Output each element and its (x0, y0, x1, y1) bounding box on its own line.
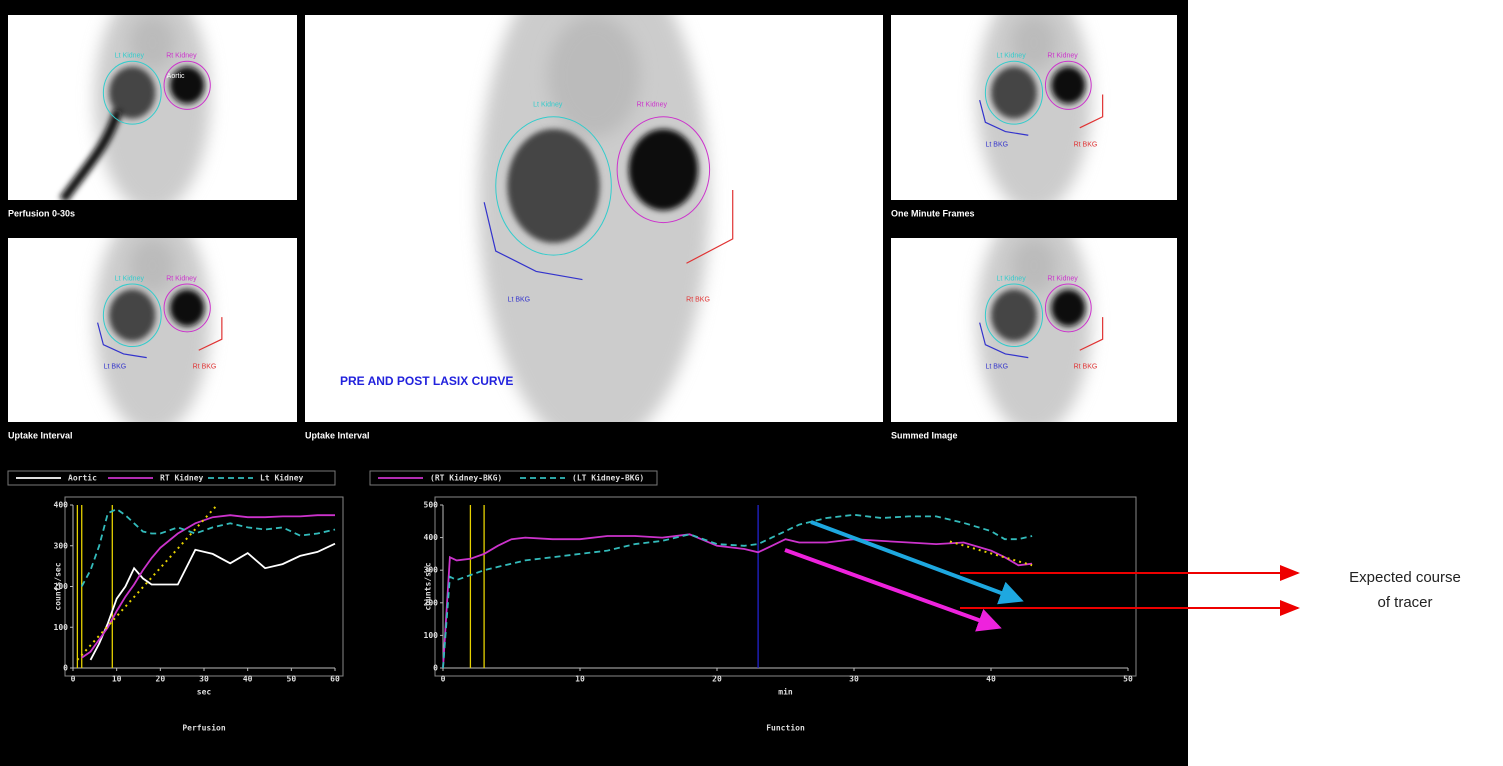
roi-label: Rt BKG (193, 364, 217, 371)
y-tick-label: 0 (63, 664, 68, 673)
roi-label: Lt BKG (508, 297, 531, 304)
x-tick-label: 20 (712, 675, 722, 684)
y-tick-label: 100 (54, 623, 69, 632)
roi-label: Rt BKG (686, 297, 710, 304)
chart-title: Function (766, 723, 805, 733)
x-tick-label: 60 (330, 675, 340, 684)
body-blob (548, 15, 640, 137)
roi-label: Lt BKG (986, 364, 1009, 371)
image-panel: Lt Kidney Rt Kidney Lt BKG Rt BKG PRE AND PO… (305, 0, 883, 450)
y-tick-label: 0 (433, 664, 438, 673)
x-tick-label: 50 (287, 675, 297, 684)
panel-caption: One Minute Frames (891, 208, 975, 218)
kidney-blob (507, 129, 599, 243)
roi-label: Lt Kidney (997, 275, 1027, 282)
x-tick-label: 40 (243, 675, 253, 684)
roi-label: Lt Kidney (997, 53, 1027, 60)
legend-label: (LT Kidney-BKG) (572, 473, 644, 483)
y-tick-label: 500 (424, 501, 439, 510)
y-axis-label: counts/sec (424, 562, 433, 610)
image-panel: Lt Kidney Rt Kidney Aortic (8, 0, 297, 213)
body-blob (129, 238, 175, 293)
x-axis-label: sec (197, 688, 212, 697)
x-tick-label: 30 (849, 675, 859, 684)
x-axis-label: min (778, 687, 793, 697)
roi-label: Rt Kidney (1047, 53, 1078, 60)
legend-label: (RT Kidney-BKG) (430, 473, 502, 483)
kidney-blob (991, 67, 1037, 119)
body-blob (129, 15, 175, 71)
y-tick-label: 300 (54, 541, 69, 550)
body-blob (1011, 238, 1057, 293)
kidney-blob (629, 129, 698, 210)
image-panel: Lt Kidney Rt Kidney Lt BKG Rt BKG (891, 0, 1177, 213)
x-tick-label: 0 (71, 675, 76, 684)
roi-label: Rt BKG (1074, 364, 1098, 371)
roi-label: Rt Kidney (166, 53, 197, 60)
panel-caption: Summed Image (891, 430, 958, 440)
roi-label: Rt Kidney (1047, 275, 1078, 282)
roi-label: Lt BKG (986, 141, 1009, 148)
x-tick-label: 10 (112, 675, 122, 684)
y-tick-label: 100 (424, 631, 439, 640)
chart-title: Perfusion (182, 723, 226, 733)
legend-label: Lt Kidney (260, 473, 304, 483)
kidney-blob (1051, 290, 1085, 327)
roi-label: Aortic (167, 73, 185, 80)
roi-label: Rt BKG (1074, 141, 1098, 148)
x-tick-label: 20 (156, 675, 166, 684)
roi-label: Rt Kidney (637, 101, 668, 108)
x-tick-label: 40 (986, 675, 996, 684)
roi-label: Lt Kidney (115, 275, 145, 282)
legend-label: RT Kidney (160, 473, 204, 483)
roi-label: Lt BKG (104, 364, 127, 371)
roi-label: Lt Kidney (533, 101, 563, 108)
roi-label: Lt Kidney (115, 53, 145, 60)
kidney-blob (1051, 67, 1085, 104)
annotation: Expected course (1349, 569, 1461, 586)
kidney-blob (170, 290, 205, 327)
kidney-blob (109, 290, 155, 342)
roi-label: Rt Kidney (166, 275, 197, 282)
screenshot: Lt KidneyRt KidneyAorticPerfusion 0-30sL… (0, 0, 1503, 766)
annotation: of tracer (1377, 594, 1432, 611)
panel-caption: Perfusion 0-30s (8, 208, 75, 218)
y-tick-label: 400 (424, 533, 439, 542)
legend-label: Aortic (68, 473, 97, 483)
x-tick-label: 10 (575, 675, 585, 684)
panel-caption: Uptake Interval (305, 430, 370, 440)
x-tick-label: 50 (1123, 675, 1133, 684)
image-panel: Lt Kidney Rt Kidney Lt BKG Rt BKG (8, 207, 297, 435)
y-axis-label: counts/sec (54, 562, 63, 610)
image-panel: Lt Kidney Rt Kidney Lt BKG Rt BKG (891, 207, 1177, 435)
kidney-blob (991, 290, 1037, 342)
body-blob (1011, 15, 1057, 71)
panel-caption: Uptake Interval (8, 430, 73, 440)
overlay-title: PRE AND POST LASIX CURVE (340, 374, 513, 388)
y-tick-label: 400 (54, 501, 69, 510)
x-tick-label: 0 (441, 675, 446, 684)
x-tick-label: 30 (199, 675, 209, 684)
